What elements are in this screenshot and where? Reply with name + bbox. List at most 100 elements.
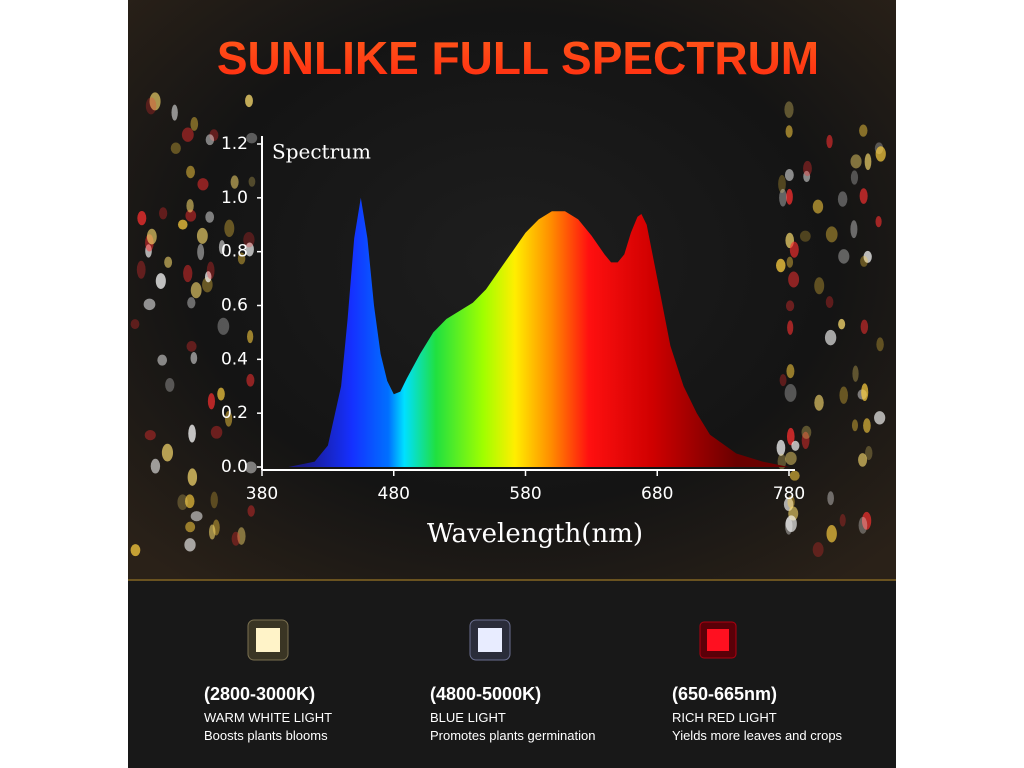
decor-dot (246, 132, 258, 144)
decor-dot (850, 220, 858, 239)
led-range: (2800-3000K) (204, 684, 315, 704)
decor-dot (245, 94, 253, 108)
decor-dot (839, 514, 846, 527)
decor-dot (149, 92, 161, 111)
decor-dot (784, 101, 794, 118)
y-tick-label: 0.2 (221, 403, 248, 423)
x-tick-label: 780 (773, 484, 805, 504)
decor-dot (204, 271, 212, 283)
y-tick-label: 1.0 (221, 188, 248, 208)
decor-dot (863, 250, 872, 263)
led-name: WARM WHITE LIGHT (204, 710, 332, 725)
decor-dot (837, 191, 848, 207)
decor-dot (791, 440, 800, 451)
decor-dot (860, 319, 869, 334)
decor-dot (225, 410, 233, 427)
decor-dot (860, 255, 868, 267)
decor-dot (230, 175, 239, 189)
x-tick-label: 380 (246, 484, 278, 504)
decor-dot (210, 491, 218, 509)
led-chip (478, 628, 502, 652)
y-tick-label: 0.6 (221, 296, 248, 316)
decor-dot (186, 165, 195, 179)
decor-dot (159, 207, 168, 220)
decor-dot (217, 387, 225, 401)
decor-dot (246, 373, 255, 387)
decor-dot (786, 188, 793, 205)
decor-dot (190, 351, 198, 364)
led-desc: Promotes plants germination (430, 728, 595, 743)
decor-dot (786, 427, 795, 446)
decor-dot (850, 154, 862, 169)
decor-dot (197, 243, 205, 261)
decor-dot (787, 320, 794, 335)
decor-dot (875, 216, 882, 228)
x-tick-label: 580 (509, 484, 541, 504)
decor-dot (861, 383, 869, 402)
decor-dot (865, 446, 873, 461)
decor-dot (247, 330, 254, 344)
decor-dot (237, 527, 246, 545)
decor-dot (217, 317, 230, 335)
decor-dot (206, 261, 215, 280)
x-tick-label: 680 (641, 484, 673, 504)
decor-dot (137, 210, 147, 226)
decor-dot (776, 439, 786, 456)
decor-dot (185, 209, 197, 222)
decor-dot (825, 226, 838, 243)
decor-dot (799, 230, 811, 242)
decor-dot (874, 411, 886, 425)
led-blue: (4800-5000K) BLUE LIGHT Promotes plants … (430, 619, 595, 743)
decor-dot (785, 125, 793, 138)
decor-dot (839, 386, 848, 404)
decor-dot (205, 211, 215, 223)
decor-dot (205, 134, 215, 146)
led-chip (256, 628, 280, 652)
y-tick-label: 0.8 (221, 242, 248, 262)
decor-dot (186, 340, 197, 352)
decor-dot (861, 511, 872, 530)
decor-dot (170, 142, 181, 154)
decor-dot (786, 256, 794, 268)
decor-dot (231, 531, 241, 546)
decor-dot (187, 297, 196, 309)
led-desc: Yields more leaves and crops (672, 728, 843, 743)
y-tick-label: 0.0 (221, 457, 248, 477)
decor-dot (789, 470, 800, 481)
led-panel (128, 580, 896, 768)
led-desc: Boosts plants blooms (204, 728, 328, 743)
decor-dot (784, 169, 794, 182)
decor-dot (863, 418, 871, 433)
decor-dot (181, 127, 194, 142)
led-red: (650-665nm) RICH RED LIGHT Yields more l… (672, 621, 843, 743)
decor-dot (245, 461, 257, 474)
decor-dot (210, 425, 223, 439)
decor-dot (224, 219, 235, 238)
decor-dot (161, 443, 174, 462)
decor-dot (864, 153, 872, 171)
decor-dot (814, 394, 824, 411)
decor-dot (851, 419, 859, 432)
decor-dot (243, 231, 255, 248)
decor-dot (184, 538, 196, 552)
led-name: RICH RED LIGHT (672, 710, 777, 725)
led-chip (707, 629, 729, 651)
decor-dot (186, 199, 194, 213)
decor-dot (779, 188, 787, 207)
led-warm: (2800-3000K) WARM WHITE LIGHT Boosts pla… (204, 619, 332, 743)
decor-dot (177, 219, 188, 230)
decor-dot (784, 384, 797, 402)
spectrum-area (288, 197, 789, 468)
decor-dot (826, 134, 833, 149)
y-tick-label: 1.2 (221, 134, 248, 154)
decor-dot (812, 542, 824, 558)
decor-dot (787, 495, 795, 509)
decor-dot (190, 282, 202, 299)
decor-dot (188, 424, 196, 443)
decor-dot (789, 241, 799, 258)
decor-dot (858, 453, 868, 467)
decor-dot (136, 260, 146, 279)
decor-dot (785, 451, 797, 465)
decor-dot (218, 240, 226, 255)
decor-dot (812, 199, 824, 214)
